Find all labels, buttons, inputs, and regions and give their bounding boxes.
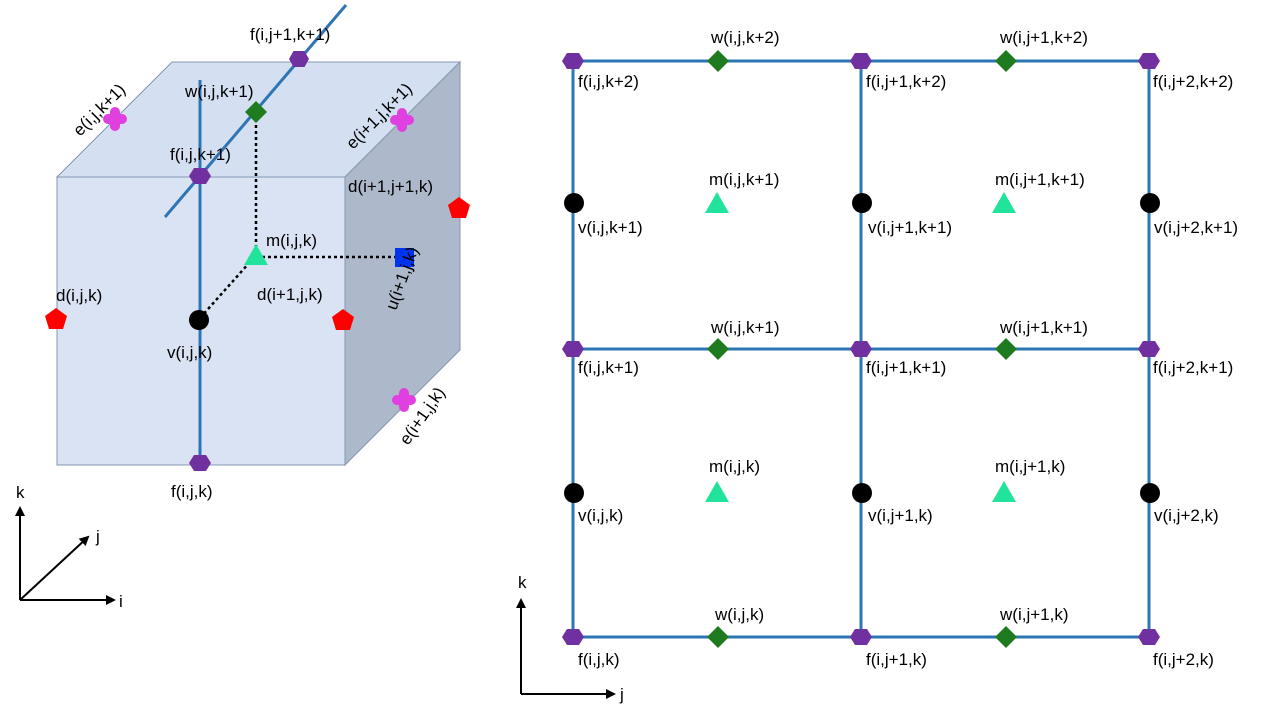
grid-m-node (992, 481, 1016, 502)
cube-label-w-top: w(i,j,k+1) (184, 82, 253, 101)
grid-label-v: v(i,j+2,k+1) (1154, 218, 1238, 237)
grid-label-f: f(i,j+1,k+1) (866, 358, 946, 377)
cube-w-node (245, 101, 267, 123)
grid-f-node (850, 53, 872, 69)
grid-label-f: f(i,j,k+2) (578, 72, 639, 91)
grid-label-m: m(i,j+1,k+1) (995, 170, 1085, 189)
grid-v-nodes (564, 193, 1160, 503)
grid-label-w: w(i,j,k+1) (710, 318, 779, 337)
grid-w-node (995, 50, 1017, 72)
grid-w-node (995, 338, 1017, 360)
grid-axis-k-label: k (518, 573, 527, 592)
cube-label-f-mid: f(i,j,k+1) (170, 145, 231, 164)
dotted-line-m-v (199, 261, 251, 319)
grid-label-v: v(i,j,k+1) (578, 218, 643, 237)
grid-v-node (564, 193, 584, 213)
grid-label-f: f(i,j+1,k) (866, 650, 927, 669)
grid-f-node (850, 629, 872, 645)
grid-m-node (705, 192, 729, 213)
grid-f-node (1138, 53, 1160, 69)
grid-label-f: f(i,j+2,k) (1153, 650, 1214, 669)
grid-axes: k j (516, 573, 624, 704)
grid-label-m: m(i,j+1,k) (995, 457, 1065, 476)
grid-f-node (562, 341, 584, 357)
cube-label-f-bot: f(i,j,k) (171, 482, 213, 501)
cube-d-node-left (45, 308, 67, 329)
cube-axis-i-label: i (119, 592, 123, 611)
grid-w-nodes (707, 50, 1017, 648)
cube-axis-j-label: j (95, 527, 100, 546)
grid-diagram: w(i,j,k+2) w(i,j+1,k+2) f(i,j,k+2) f(i,j… (516, 28, 1238, 704)
cube-label-d-back: d(i+1,j+1,k) (348, 177, 433, 196)
grid-label-w: w(i,j+1,k+2) (999, 28, 1088, 47)
grid-label-v: v(i,j+1,k+1) (868, 218, 952, 237)
grid-v-node (564, 483, 584, 503)
grid-f-node (562, 629, 584, 645)
grid-f-node (850, 341, 872, 357)
grid-f-node (562, 53, 584, 69)
cube-label-v: v(i,j,k) (167, 343, 212, 362)
grid-label-f: f(i,j+2,k+2) (1153, 72, 1233, 91)
cube-e-node-left (103, 107, 127, 131)
cube-diagram: f(i,j+1,k+1) w(i,j,k+1) f(i,j,k+1) e(i,j… (15, 4, 470, 611)
grid-w-node (707, 50, 729, 72)
cube-m-node (244, 244, 268, 265)
cube-f-node-bot (189, 455, 211, 471)
grid-axis-j-label: j (619, 685, 624, 704)
cube-axis-k-label: k (16, 483, 25, 502)
grid-v-node (852, 193, 872, 213)
grid-f-nodes (562, 53, 1160, 645)
grid-label-w: w(i,j,k) (714, 605, 764, 624)
grid-label-f: f(i,j,k+1) (578, 358, 639, 377)
grid-f-node (1138, 629, 1160, 645)
grid-m-nodes (705, 192, 1016, 502)
grid-label-w: w(i,j+1,k+1) (999, 318, 1088, 337)
grid-w-node (995, 626, 1017, 648)
grid-label-v: v(i,j+1,k) (868, 506, 933, 525)
grid-v-node (1140, 483, 1160, 503)
cube-d-node-front (332, 309, 354, 330)
cube-label-d-front: d(i+1,j,k) (257, 285, 323, 304)
grid-m-node (705, 481, 729, 502)
grid-label-w: w(i,j+1,k) (999, 605, 1068, 624)
grid-label-m: m(i,j,k) (709, 457, 760, 476)
grid-w-node (707, 338, 729, 360)
grid-label-v: v(i,j,k) (578, 506, 623, 525)
cube-label-d-left: d(i,j,k) (56, 286, 102, 305)
grid-m-node (992, 192, 1016, 213)
cube-u-node (395, 248, 414, 267)
cube-e-node-lower (392, 388, 416, 412)
cube-f-node-top (289, 51, 309, 67)
cube-d-node-back (448, 197, 470, 218)
grid-label-f: f(i,j+2,k+1) (1153, 358, 1233, 377)
cube-axes: k j i (15, 483, 123, 611)
grid-f-node (1138, 341, 1160, 357)
grid-label-m: m(i,j,k+1) (709, 170, 779, 189)
grid-v-node (852, 483, 872, 503)
grid-label-f: f(i,j,k) (578, 650, 620, 669)
cube-e-node-right (390, 108, 414, 132)
cube-label-m: m(i,j,k) (266, 231, 317, 250)
cube-label-f-top: f(i,j+1,k+1) (250, 25, 330, 44)
cube-f-node-mid (189, 168, 211, 184)
cube-v-node (189, 310, 209, 330)
grid-w-node (707, 626, 729, 648)
grid-label-w: w(i,j,k+2) (710, 28, 779, 47)
grid-label-v: v(i,j+2,k) (1154, 506, 1219, 525)
grid-v-node (1140, 193, 1160, 213)
grid-label-f: f(i,j+1,k+2) (866, 72, 946, 91)
